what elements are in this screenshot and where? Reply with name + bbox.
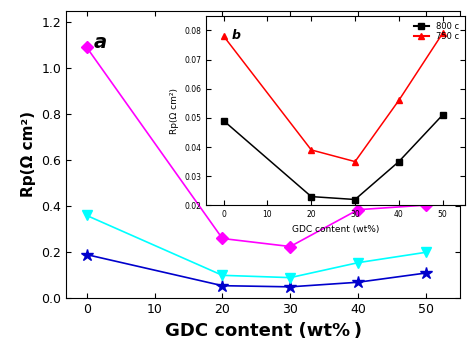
650°c: [84, 213, 90, 218]
600°c: [219, 236, 225, 240]
Line: 800 c: 800 c: [221, 112, 446, 202]
Y-axis label: Rp(Ω cm²): Rp(Ω cm²): [170, 87, 179, 134]
Line: 650°c: 650°c: [82, 211, 431, 283]
700°c: [219, 284, 225, 288]
Line: 750 c: 750 c: [220, 30, 446, 165]
800 c: [396, 159, 401, 164]
X-axis label: GDC content (wt%): GDC content (wt%): [292, 225, 379, 234]
750 c: [396, 98, 401, 102]
750 c: [440, 31, 446, 35]
Legend: 800 c, 750 c: 800 c, 750 c: [412, 20, 460, 43]
Y-axis label: Rp(Ω cm²): Rp(Ω cm²): [21, 111, 36, 198]
600°c: [423, 203, 428, 207]
800 c: [440, 113, 446, 117]
Legend: 700°c, 650°c, 600°c: 700°c, 650°c, 600°c: [383, 16, 454, 59]
650°c: [219, 273, 225, 277]
750 c: [309, 148, 314, 152]
750 c: [221, 34, 227, 38]
X-axis label: GDC content (wt% ): GDC content (wt% ): [164, 322, 362, 340]
600°c: [355, 207, 361, 212]
600°c: [84, 45, 90, 49]
650°c: [423, 250, 428, 254]
700°c: [355, 280, 361, 284]
650°c: [287, 276, 293, 280]
700°c: [287, 285, 293, 289]
750 c: [352, 159, 358, 164]
650°c: [355, 260, 361, 265]
Line: 700°c: 700°c: [81, 249, 432, 293]
800 c: [309, 194, 314, 199]
600°c: [287, 244, 293, 249]
Text: b: b: [232, 28, 241, 41]
700°c: [84, 252, 90, 257]
700°c: [423, 271, 428, 275]
Line: 600°c: 600°c: [82, 43, 430, 251]
800 c: [352, 197, 358, 201]
Text: a: a: [94, 33, 107, 52]
800 c: [221, 119, 227, 123]
